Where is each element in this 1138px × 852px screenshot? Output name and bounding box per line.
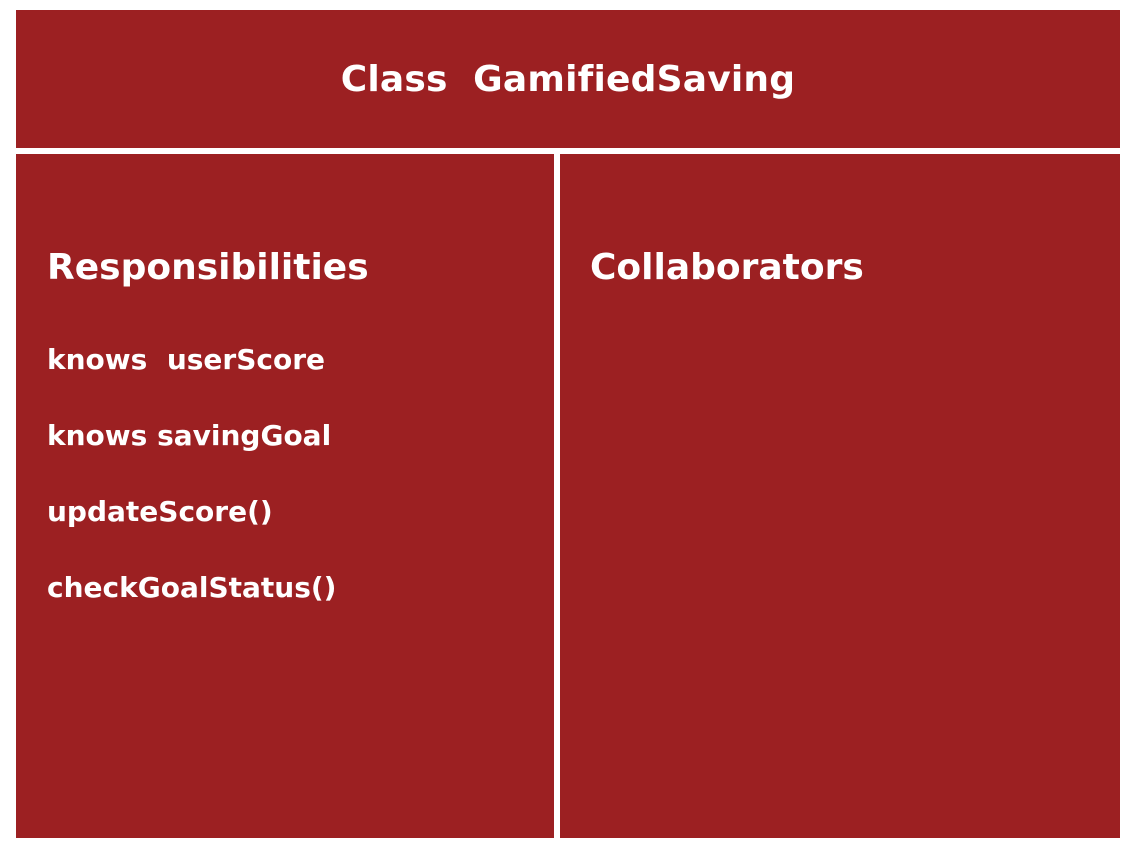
responsibility-item: knows userScore: [47, 343, 326, 376]
collaborators-heading: Collaborators: [590, 247, 864, 288]
responsibility-item: updateScore(): [47, 495, 273, 528]
responsibility-item: checkGoalStatus(): [47, 571, 337, 604]
collaborators-panel: Collaborators: [560, 154, 1120, 838]
responsibilities-panel: Responsibilities knows userScore knows s…: [16, 154, 554, 838]
responsibilities-heading: Responsibilities: [47, 247, 369, 288]
class-header: Class GamifiedSaving: [16, 10, 1120, 148]
responsibility-item: knows savingGoal: [47, 419, 332, 452]
class-title: Class GamifiedSaving: [340, 58, 796, 100]
responsibilities-list: knows userScore knows savingGoal updateS…: [47, 341, 336, 645]
